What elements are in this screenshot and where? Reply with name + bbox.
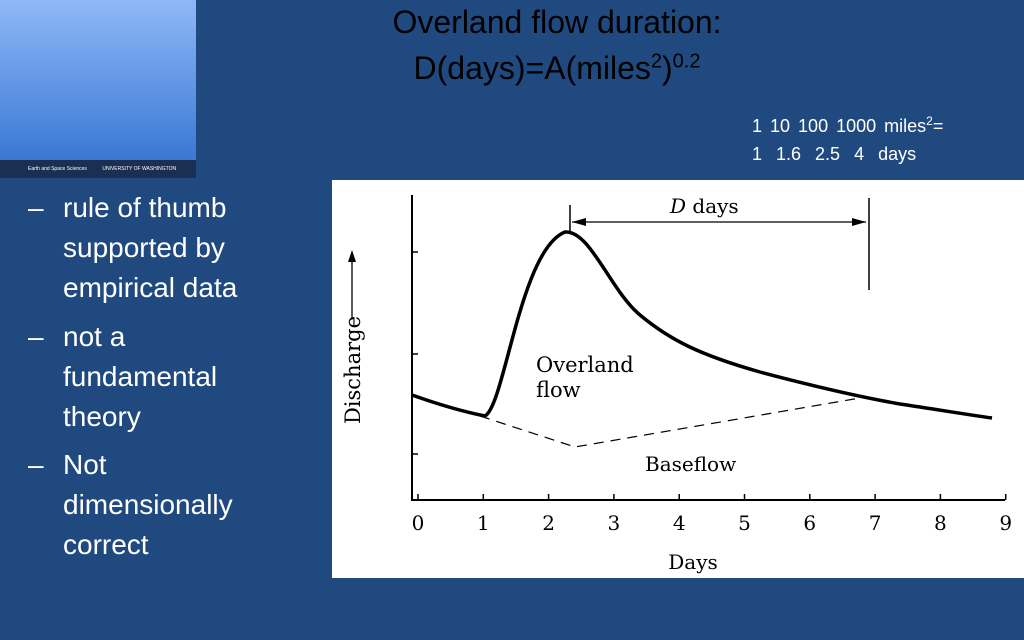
logo-banner: Earth and Space Sciences UNIVERSITY OF W… bbox=[0, 160, 196, 178]
table-cell: 2.5 bbox=[815, 144, 841, 164]
x-tick-label: 9 bbox=[999, 511, 1012, 535]
arrowhead bbox=[348, 250, 356, 262]
logo-text: UNIVERSITY OF WASHINGTON bbox=[102, 166, 177, 172]
overland-label: flow bbox=[536, 378, 581, 402]
figure-bg bbox=[332, 180, 1024, 578]
x-tick-label: 6 bbox=[803, 511, 816, 535]
figure: D days Overland flow Baseflow Discharge … bbox=[341, 194, 1012, 574]
logo-panel bbox=[0, 0, 196, 160]
x-tick-label: 1 bbox=[477, 511, 490, 535]
bullet: – Not dimensionally correct bbox=[28, 445, 288, 575]
title-line: Overland flow duration: bbox=[392, 4, 722, 40]
baseflow-line bbox=[479, 397, 861, 448]
baseflow-label: Baseflow bbox=[645, 452, 736, 476]
bullet-text: not a fundamental theory bbox=[63, 321, 218, 432]
x-tick-label: 8 bbox=[934, 511, 947, 535]
table-cell: 1.6 bbox=[776, 144, 802, 164]
sup: 2 bbox=[650, 50, 663, 73]
table-cell: 1000 bbox=[836, 116, 877, 136]
x-tick-label: 0 bbox=[412, 511, 425, 535]
table-row: 1 10 100 1000 miles2= bbox=[752, 114, 943, 137]
bullet-dash: – bbox=[28, 192, 44, 223]
x-tick-label: 5 bbox=[738, 511, 751, 535]
title-text: D(days)=A(miles bbox=[413, 50, 651, 86]
table-row: 1 1.6 2.5 4 days bbox=[752, 144, 916, 165]
bullet-dash: – bbox=[28, 449, 44, 480]
unit: miles bbox=[884, 116, 927, 136]
bullet: – not a fundamental theory bbox=[28, 317, 288, 447]
unit: days bbox=[878, 144, 917, 164]
x-tick-label: 2 bbox=[542, 511, 555, 535]
table-cell: 4 bbox=[854, 144, 865, 164]
bullet-text: Not dimensionally correct bbox=[63, 449, 233, 560]
bullet: – rule of thumb supported by empirical da… bbox=[28, 188, 288, 318]
logo-text: Earth and Space Sciences bbox=[28, 166, 87, 172]
d-label: D days bbox=[669, 194, 739, 218]
d-symbol: D bbox=[669, 194, 686, 218]
d-unit: days bbox=[692, 194, 738, 218]
x-axis-label: Days bbox=[668, 550, 718, 574]
bullet-text: rule of thumb supported by empirical dat… bbox=[63, 192, 238, 303]
suffix: = bbox=[932, 116, 944, 136]
bullet-dash: – bbox=[28, 321, 44, 352]
x-tick-label: 4 bbox=[673, 511, 686, 535]
table-cell: 1 bbox=[752, 144, 763, 164]
title-text: ) bbox=[662, 50, 673, 86]
hydrograph: D days Overland flow Baseflow Discharge … bbox=[332, 180, 1024, 578]
overland-label: Overland bbox=[536, 353, 634, 377]
title-line: D(days)=A(miles2)0.2 bbox=[0, 50, 1024, 87]
y-axis-label: Discharge bbox=[341, 316, 365, 424]
sup: 2 bbox=[926, 114, 933, 128]
hydrograph-curve bbox=[411, 230, 993, 420]
table-cell: 10 bbox=[770, 116, 791, 136]
arrowhead bbox=[852, 218, 866, 226]
sup: 0.2 bbox=[672, 50, 701, 73]
x-tick-label: 7 bbox=[869, 511, 882, 535]
table-cell: 1 bbox=[752, 116, 763, 136]
table-cell: 100 bbox=[798, 116, 829, 136]
arrowhead bbox=[572, 218, 586, 226]
x-tick-label: 3 bbox=[608, 511, 621, 535]
